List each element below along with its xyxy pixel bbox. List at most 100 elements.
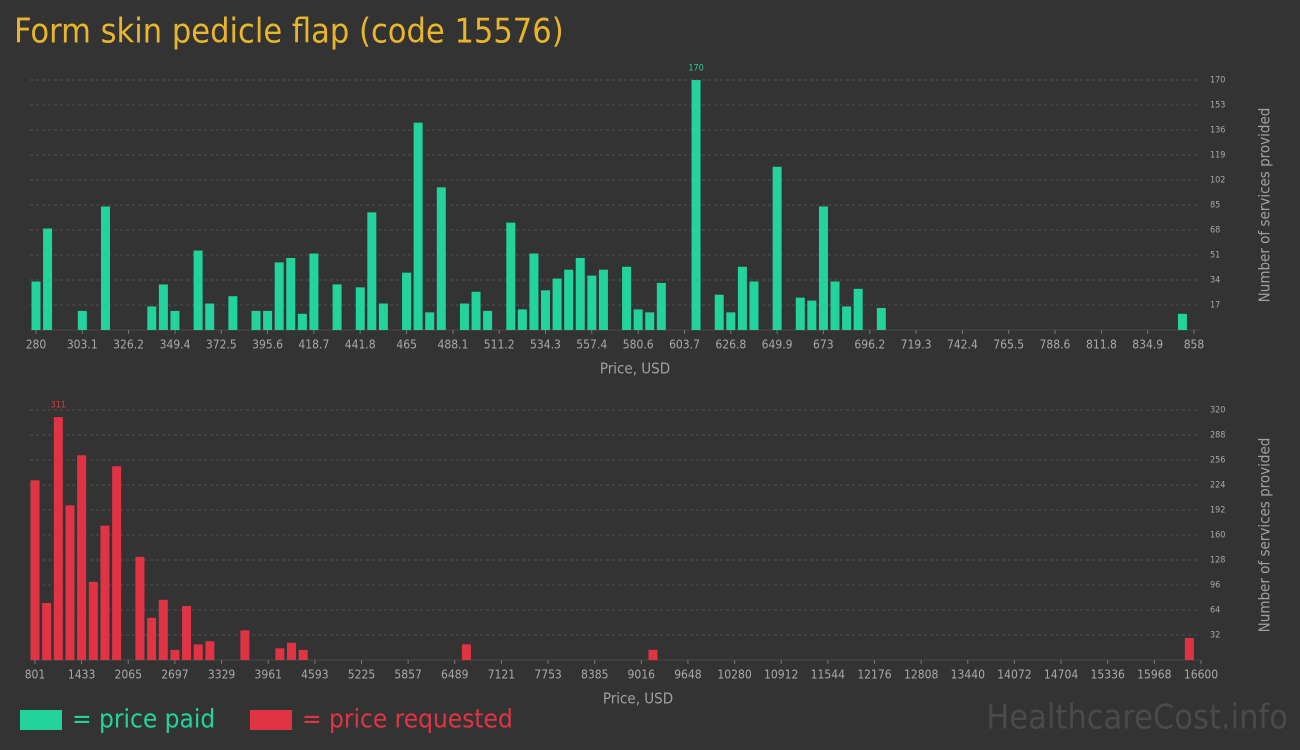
x-tick-label: 9648 [674,668,702,682]
bar [298,649,308,660]
bar [633,309,643,330]
bar [1177,313,1187,330]
x-tick-label: 13440 [951,668,985,682]
bar [436,187,446,330]
bar [158,599,168,660]
y-tick-label: 136 [1210,126,1225,136]
bar [842,306,852,330]
bar [228,296,238,330]
bar [100,206,110,330]
x-tick-label: 557.4 [576,338,607,352]
bar [193,250,203,330]
bar [461,644,471,660]
bar [297,313,307,330]
x-tick-label: 441.8 [345,338,376,352]
bar [182,606,192,660]
bar [471,291,481,330]
bar [53,417,63,660]
y-tick-label: 34 [1210,276,1220,286]
bar [795,297,805,330]
bar [147,306,157,330]
bar [205,641,215,660]
bar [714,294,724,330]
bar [506,222,516,330]
x-tick-label: 12176 [857,668,891,682]
bar [726,312,736,330]
x-tick-label: 372.5 [206,338,237,352]
x-tick-label: 2697 [161,668,188,682]
bar [205,303,215,330]
bar [402,272,412,330]
y-tick-label: 224 [1210,481,1225,491]
y-tick-label: 256 [1210,456,1225,466]
y-tick-label: 32 [1210,631,1220,641]
x-tick-label: 626.8 [715,338,746,352]
y-axis-title: Number of services provided [1256,108,1274,303]
x-tick-label: 395.6 [252,338,283,352]
bar [648,649,658,660]
x-tick-label: 2065 [115,668,142,682]
x-tick-label: 465 [396,338,417,352]
x-tick-label: 15968 [1137,668,1171,682]
bar [517,309,527,330]
bar [853,288,863,330]
x-tick-label: 4593 [301,668,328,682]
x-tick-label: 811.8 [1086,338,1117,352]
y-tick-label: 192 [1210,506,1225,516]
bar [43,228,53,330]
y-tick-label: 96 [1210,581,1220,591]
x-axis-title: Price, USD [600,360,670,378]
bar [737,266,747,330]
x-tick-label: 9016 [628,668,656,682]
legend-label: = price paid [72,705,215,735]
x-tick-label: 858 [1184,338,1205,352]
max-label: 311 [51,401,66,411]
x-tick-label: 11544 [811,668,845,682]
bar [413,122,423,330]
bar [575,257,585,330]
x-tick-label: 280 [26,338,47,352]
y-tick-label: 68 [1210,226,1220,236]
bar [483,310,493,330]
bar [772,166,782,330]
bar [552,278,562,330]
bar [622,266,632,330]
legend-swatch [250,710,292,730]
bar [332,284,342,330]
bar [749,281,759,330]
bar [88,581,98,660]
bar [275,648,285,660]
bar [1184,638,1194,660]
y-tick-label: 153 [1210,101,1225,111]
y-tick-label: 119 [1210,151,1225,161]
bar [147,617,157,660]
bar [564,269,574,330]
bar [425,312,435,330]
x-tick-label: 801 [25,668,46,682]
x-tick-label: 349.4 [160,338,191,352]
x-tick-label: 580.6 [623,338,654,352]
y-tick-label: 51 [1210,251,1220,261]
x-tick-label: 3961 [254,668,281,682]
y-tick-label: 17 [1210,301,1220,311]
x-tick-label: 511.2 [484,338,515,352]
bar [158,284,168,330]
bar [240,630,250,660]
x-tick-label: 418.7 [298,338,329,352]
bar [42,602,52,660]
bar [529,253,539,330]
bar [645,312,655,330]
x-tick-label: 834.9 [1132,338,1163,352]
chart-title: Form skin pedicle flap (code 15576) [14,12,564,52]
bar [598,269,608,330]
bar [287,642,297,660]
bar [818,206,828,330]
x-tick-label: 8385 [581,668,608,682]
bar [65,505,75,660]
y-tick-label: 160 [1210,531,1225,541]
x-tick-label: 15336 [1091,668,1125,682]
x-tick-label: 12808 [904,668,938,682]
x-tick-label: 14704 [1044,668,1078,682]
watermark: HealthcareCost.info [986,698,1288,738]
